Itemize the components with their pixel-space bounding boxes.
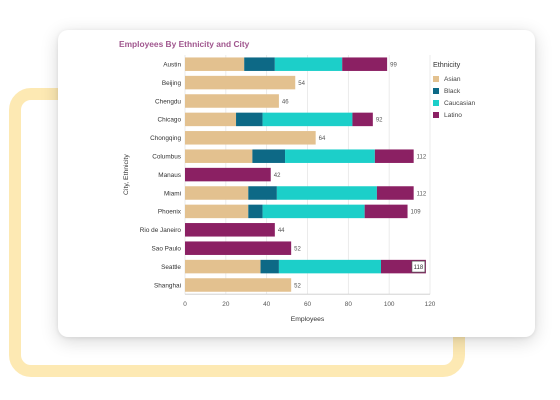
y-axis-title: City, Ethnicity xyxy=(123,154,130,195)
bar-segment-caucasian xyxy=(285,149,375,163)
y-tick-label: Shanghai xyxy=(154,282,181,289)
bar-total-label: 118 xyxy=(414,265,424,271)
legend-label: Black xyxy=(444,87,461,95)
legend: Ethnicity Asian Black Caucasian Latino xyxy=(433,60,475,121)
legend-swatch xyxy=(433,112,439,118)
x-tick-label: 120 xyxy=(425,301,436,308)
bar-segment-latino xyxy=(185,223,275,237)
bar-segment-latino xyxy=(185,167,271,182)
bar-segment-caucasian xyxy=(262,204,365,219)
bar-total-label: 54 xyxy=(298,81,305,87)
legend-label: Latino xyxy=(444,111,462,119)
bar-segment-caucasian xyxy=(276,186,377,200)
bar-segment-black xyxy=(252,149,286,163)
bar-segment-caucasian xyxy=(262,112,353,127)
legend-title: Ethnicity xyxy=(433,60,461,69)
x-tick-label: 0 xyxy=(183,301,187,308)
bar-total-label: 112 xyxy=(417,191,427,197)
y-tick-label: Chicago xyxy=(158,117,182,124)
legend-item: Asian xyxy=(433,73,475,85)
bar-chart: 0 20 40 60 80 100 120 Austin 99 Beijing 54 Chengdu 4… xyxy=(123,55,436,323)
highlight-box xyxy=(411,260,426,273)
legend-item: Latino xyxy=(433,109,475,121)
y-tick-label: Chongqing xyxy=(150,135,181,142)
x-tick-label: 80 xyxy=(345,301,353,308)
x-tick-label: 40 xyxy=(263,301,271,308)
y-tick-label: Austin xyxy=(163,62,181,69)
bar-segment-latino xyxy=(352,112,373,127)
bar-total-label: 112 xyxy=(417,155,427,161)
bar-segment-caucasian xyxy=(278,259,381,274)
bar-total-label: 42 xyxy=(274,173,281,179)
bar-segment-latino xyxy=(364,204,408,219)
bar-segment-asian xyxy=(185,75,296,90)
legend-item: Black xyxy=(433,85,475,97)
bar-segment-latino xyxy=(376,186,414,200)
bar-total-label: 99 xyxy=(390,63,397,69)
bar-total-label: 52 xyxy=(294,247,301,253)
x-axis-title: Employees xyxy=(291,316,325,323)
bar-total-label: 52 xyxy=(294,283,301,289)
bar-segment-latino xyxy=(342,57,388,71)
bar-total-label: 46 xyxy=(282,99,289,105)
legend-label: Asian xyxy=(444,75,461,83)
legend-items: Asian Black Caucasian Latino xyxy=(433,73,475,121)
bar-segment-asian xyxy=(185,186,249,200)
bar-segment-black xyxy=(248,186,277,200)
bar-segment-black xyxy=(236,112,263,127)
bar-segment-asian xyxy=(185,57,245,71)
legend-item: Caucasian xyxy=(433,97,475,109)
bar-segment-asian xyxy=(185,131,316,145)
bar-segment-caucasian xyxy=(274,57,343,71)
bar-segment-black xyxy=(244,57,275,71)
bar-segment-asian xyxy=(185,112,237,127)
bar-segment-latino xyxy=(185,241,292,255)
bar-segment-asian xyxy=(185,94,279,108)
bar-segment-asian xyxy=(185,259,261,274)
x-tick-label: 100 xyxy=(384,301,395,308)
legend-label: Caucasian xyxy=(444,99,476,107)
y-tick-label: Rio de Janeiro xyxy=(140,227,182,234)
y-tick-label: Seattle xyxy=(161,264,181,271)
legend-swatch xyxy=(433,76,439,82)
y-tick-label: Chengdu xyxy=(155,98,181,105)
y-tick-label: Beijing xyxy=(162,80,182,87)
bar-segment-black xyxy=(260,259,279,274)
bar-segment-asian xyxy=(185,204,249,219)
y-tick-label: Miami xyxy=(164,190,181,197)
chart-title: Employees By Ethnicity and City xyxy=(119,39,250,49)
y-tick-label: Sao Paulo xyxy=(152,246,182,253)
legend-swatch xyxy=(433,100,439,106)
chart-card: Employees By Ethnicity and City 0 20 40 60 8… xyxy=(58,30,535,337)
x-tick-label: 20 xyxy=(222,301,230,308)
bar-total-label: 44 xyxy=(278,228,285,234)
y-tick-label: Columbus xyxy=(152,154,181,161)
bar-segment-latino xyxy=(374,149,414,163)
x-tick-label: 60 xyxy=(304,301,312,308)
bar-total-label: 92 xyxy=(376,118,383,124)
y-tick-label: Manaus xyxy=(158,172,181,179)
bar-segment-asian xyxy=(185,149,253,163)
bar-total-label: 64 xyxy=(319,136,326,142)
bar-segment-black xyxy=(248,204,263,219)
y-tick-label: Phoenix xyxy=(158,209,182,216)
legend-swatch xyxy=(433,88,439,94)
bar-total-label: 109 xyxy=(411,210,422,216)
bar-segment-asian xyxy=(185,278,292,292)
